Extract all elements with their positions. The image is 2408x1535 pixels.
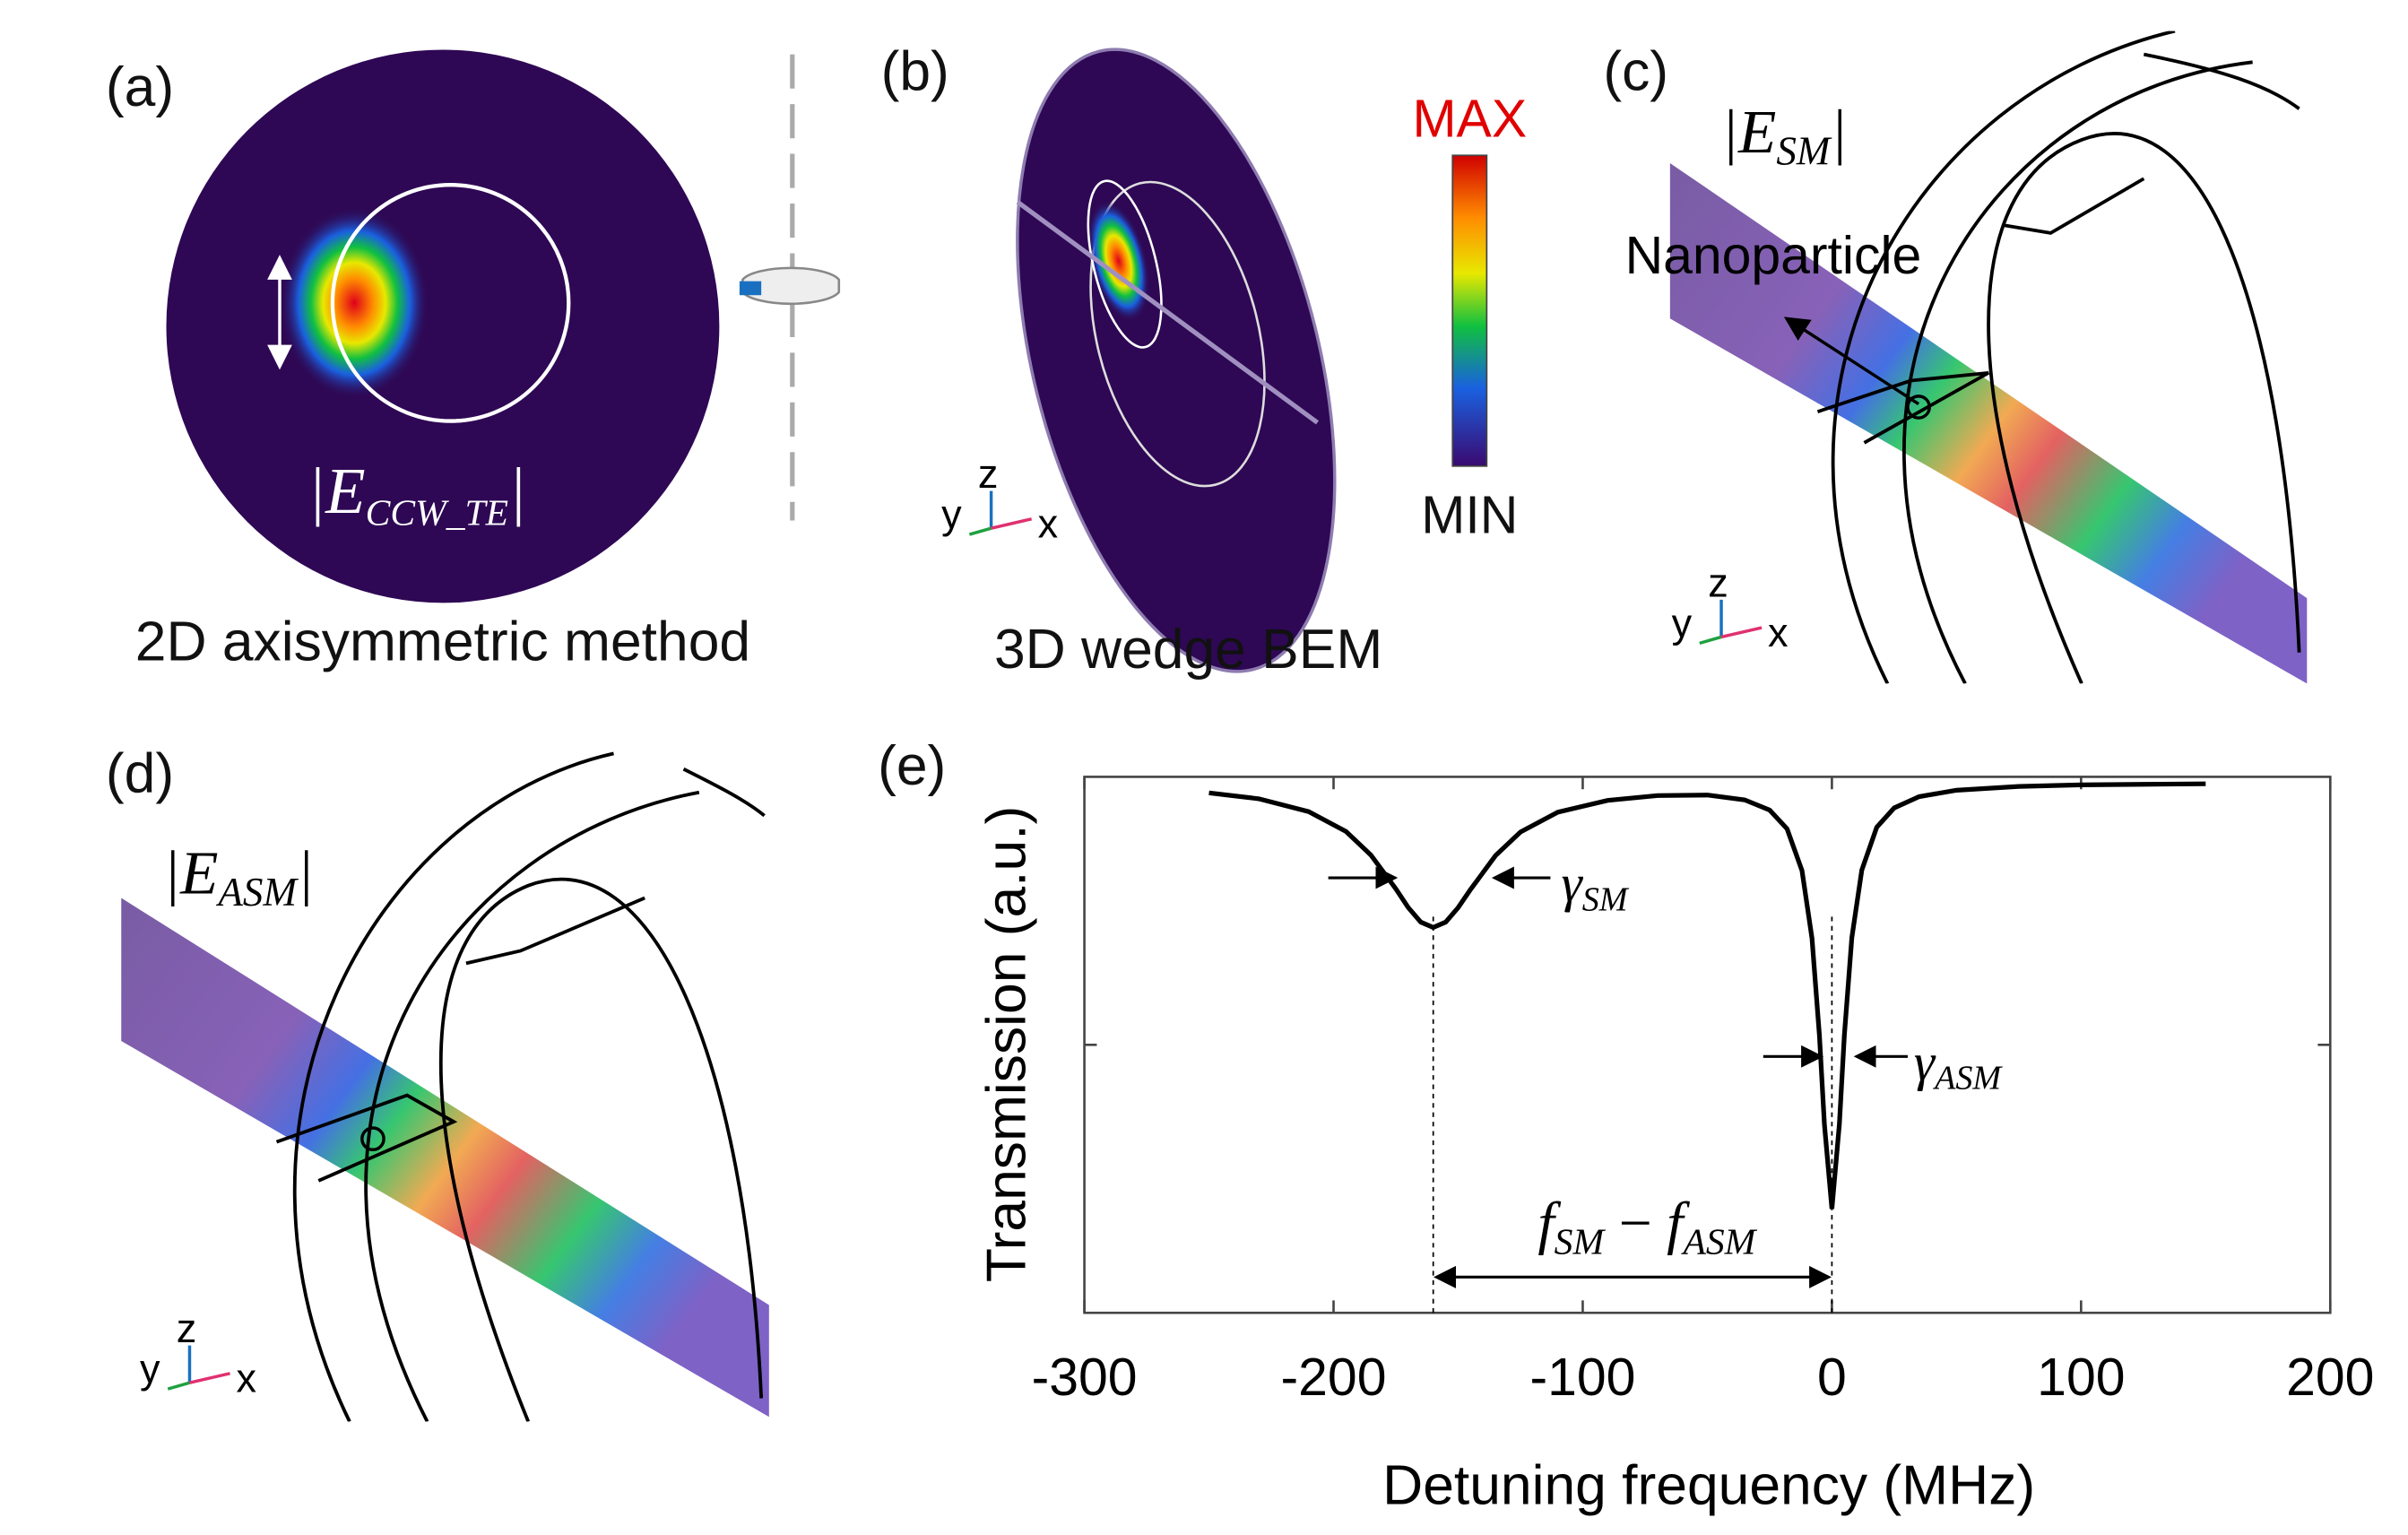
panel-d: |EASM| z y x (d): [106, 743, 769, 1422]
axis-x-label: x: [1038, 501, 1059, 547]
axis-triad: z y x: [140, 1305, 256, 1401]
waveguide-field: [1669, 162, 2308, 684]
x-axis: [1720, 626, 1763, 639]
resonator-wire: [2004, 177, 2145, 235]
caption: 3D wedge BEM: [994, 619, 1382, 681]
field-label: |EASM|: [163, 837, 314, 915]
axis-z-label: z: [177, 1305, 197, 1351]
x-tick-label: -100: [1530, 1349, 1636, 1407]
panel-e: (e) Detuning frequency (MHz) Transmissio…: [878, 735, 2374, 1516]
x-tick-label: 0: [1817, 1349, 1847, 1407]
field-subscript: CCW_TE: [366, 492, 508, 533]
resonator-wire: [682, 768, 766, 818]
nanoparticle-arrow: [1783, 317, 1920, 405]
x-axis: [189, 1372, 230, 1384]
resonator-wire: [1816, 370, 1989, 445]
panel-label: (a): [106, 56, 174, 118]
axis-x-label: x: [236, 1356, 256, 1401]
axis-x-label: x: [1768, 610, 1789, 655]
x-tick-label: 100: [2037, 1349, 2125, 1407]
x-tick-label: -200: [1281, 1349, 1387, 1407]
field-symbol: |E: [307, 455, 365, 527]
axis-z-label: z: [1708, 559, 1728, 605]
field-close: |: [1830, 97, 1847, 166]
ring-icon-section: [739, 281, 762, 296]
subscript: ASM: [1680, 1220, 1757, 1262]
y-axis: [167, 1381, 190, 1391]
annotation-width-asm: γASM: [1914, 1033, 2004, 1097]
resonator-wire: [438, 877, 764, 1422]
axis-triad: z y x: [941, 451, 1058, 546]
panel-label: (c): [1603, 41, 1668, 103]
field-label: |ECCW_TE|: [307, 455, 526, 533]
axis-z-label: z: [978, 451, 999, 497]
resonator-wire: [275, 1093, 458, 1183]
y-axis: [968, 526, 992, 536]
field-close: |: [508, 455, 526, 527]
annotation-width-sm: γSM: [1562, 854, 1630, 918]
ring-outline-inner: [1087, 179, 1163, 349]
resonator-wire: [293, 751, 614, 1422]
panel-a: (a) |ECCW_TE| 2D axisymmetric method: [106, 49, 841, 672]
mode-field: [279, 206, 429, 400]
mode-field: [1087, 200, 1150, 322]
symbol: γ: [1914, 1033, 1936, 1091]
panel-c: |ESM| Nanoparticle z y x (c): [1603, 30, 2308, 684]
resonator-wire: [1831, 30, 2176, 684]
resonator-wire: [465, 896, 645, 966]
transmission-curve: [1208, 781, 2206, 1210]
colorbar-max: MAX: [1412, 90, 1527, 148]
panel-label: (d): [106, 743, 174, 805]
operator: −: [1604, 1191, 1667, 1256]
axis-y-label: y: [941, 491, 962, 537]
wedge-disk: [1016, 48, 1337, 673]
panel-label: (e): [878, 735, 946, 797]
axis-y-label: y: [1672, 600, 1693, 646]
panel-label: (b): [881, 41, 949, 103]
waveguide-field: [121, 898, 769, 1418]
x-tick-label: 200: [2286, 1349, 2374, 1407]
subscript: ASM: [1932, 1060, 2003, 1097]
ring-outline: [330, 183, 571, 423]
axis-triad: z y x: [1672, 559, 1789, 655]
resonator-wire: [2143, 52, 2300, 110]
field-close: |: [297, 837, 314, 906]
axis-y-label: y: [140, 1346, 160, 1392]
field-label: |ESM|: [1721, 97, 1848, 174]
subscript: SM: [1582, 880, 1630, 918]
ring-icon: [741, 266, 841, 306]
annotation-split: fSM − fASM: [1537, 1191, 1757, 1262]
resonator-wire: [364, 790, 700, 1422]
y-axis-label: Transmission (a.u.): [976, 806, 1038, 1282]
nanoparticle: [360, 1126, 385, 1151]
panel-b: MAX MIN z y x (b) 3D wedge BEM: [881, 41, 1528, 681]
x-axis-label: Detuning frequency (MHz): [1382, 1454, 2035, 1516]
resonator-wire: [1902, 60, 2253, 684]
resonator-section: [166, 49, 720, 603]
resonator-wire: [1987, 132, 2301, 684]
field-subscript: SM: [1776, 129, 1832, 174]
colorbar-min: MIN: [1421, 486, 1518, 544]
symbol: γ: [1562, 854, 1584, 913]
wedge-plane: [1016, 200, 1320, 425]
ring-outline: [1089, 180, 1266, 488]
field-symbol: |E: [1721, 97, 1776, 166]
annotation: Nanoparticle: [1625, 227, 1922, 285]
x-axis: [991, 517, 1033, 530]
y-axis: [1699, 635, 1722, 646]
colorbar: [1451, 154, 1488, 467]
nanoparticle: [1906, 395, 1931, 420]
subscript: SM: [1555, 1220, 1607, 1262]
field-symbol: |E: [163, 837, 218, 906]
caption: 2D axisymmetric method: [135, 611, 750, 672]
field-subscript: ASM: [215, 870, 299, 915]
x-tick-label: -300: [1032, 1349, 1138, 1407]
